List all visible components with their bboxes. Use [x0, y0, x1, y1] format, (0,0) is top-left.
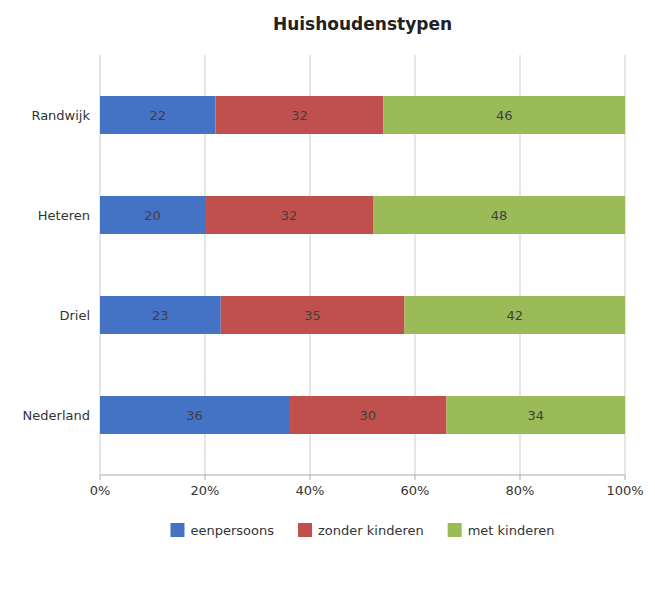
chart-svg: Huishoudenstypen 0% 20% 40% 60% 80% 100% Nederl… — [0, 0, 655, 593]
legend-swatch — [170, 523, 184, 537]
grid — [100, 55, 625, 475]
tick-mark — [205, 475, 206, 480]
data-label: 48 — [491, 208, 508, 223]
data-label: 46 — [496, 108, 513, 123]
data-label: 22 — [149, 108, 166, 123]
data-label: 30 — [359, 408, 376, 423]
legend-swatch — [298, 523, 312, 537]
tick-label: 40% — [296, 483, 325, 498]
legend-item: eenpersoons — [170, 523, 274, 538]
legend-swatch — [448, 523, 462, 537]
tick-mark — [310, 475, 311, 480]
bar-segment — [100, 296, 221, 334]
legend-item: zonder kinderen — [298, 523, 424, 538]
bar-segment — [221, 296, 405, 334]
bar-segment — [384, 96, 626, 134]
data-label: 32 — [281, 208, 298, 223]
category-label: Heteren — [38, 208, 90, 223]
bar-segment — [205, 196, 373, 234]
chart-title: Huishoudenstypen — [273, 14, 452, 34]
tick-mark — [100, 475, 101, 480]
legend: eenpersoons zonder kinderen met kinderen — [170, 523, 554, 538]
chart-container: Huishoudenstypen 0% 20% 40% 60% 80% 100% Nederl… — [0, 0, 655, 593]
tick-label: 60% — [401, 483, 430, 498]
legend-label: zonder kinderen — [318, 523, 424, 538]
tick-label: 0% — [90, 483, 111, 498]
tick-mark — [415, 475, 416, 480]
data-label: 35 — [304, 308, 321, 323]
tick-mark — [625, 475, 626, 480]
category-label: Nederland — [23, 408, 90, 423]
data-labels: 36 23 20 22 30 35 32 32 34 42 48 46 — [144, 108, 544, 423]
category-label: Driel — [59, 308, 90, 323]
tick-label: 20% — [191, 483, 220, 498]
data-label: 36 — [186, 408, 203, 423]
data-label: 20 — [144, 208, 161, 223]
data-label: 32 — [291, 108, 308, 123]
bar-segment — [216, 96, 384, 134]
data-label: 34 — [527, 408, 544, 423]
data-label: 42 — [506, 308, 523, 323]
tick-label: 80% — [506, 483, 535, 498]
x-axis-line — [100, 475, 625, 476]
legend-item: met kinderen — [448, 523, 555, 538]
legend-label: met kinderen — [468, 523, 555, 538]
bar-segment — [373, 196, 625, 234]
legend-label: eenpersoons — [190, 523, 274, 538]
tick-mark — [520, 475, 521, 480]
bar-segment — [100, 96, 216, 134]
bars — [100, 96, 625, 434]
bar-segment — [100, 396, 289, 434]
bar-segment — [405, 296, 626, 334]
tick-label: 100% — [606, 483, 643, 498]
bar-segment — [289, 396, 447, 434]
bar-segment — [100, 196, 205, 234]
data-label: 23 — [152, 308, 169, 323]
bar-segment — [447, 396, 626, 434]
category-label: Randwijk — [31, 108, 90, 123]
